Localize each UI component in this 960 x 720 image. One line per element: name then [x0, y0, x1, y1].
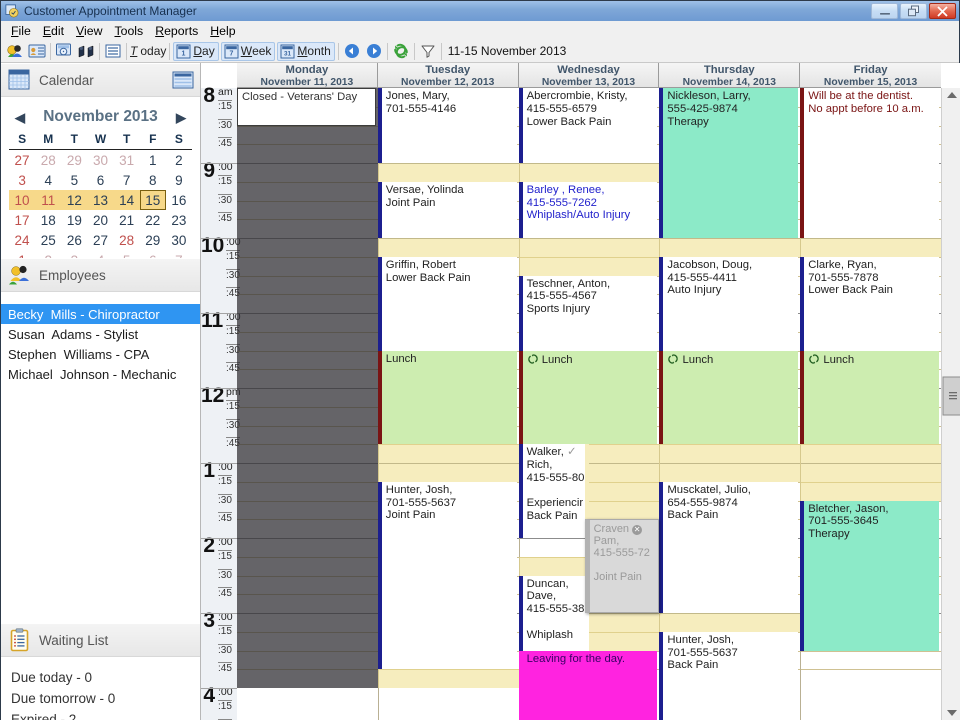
svg-text:31: 31: [284, 50, 292, 57]
svg-text:7: 7: [229, 50, 233, 57]
svg-text:1: 1: [182, 50, 186, 57]
